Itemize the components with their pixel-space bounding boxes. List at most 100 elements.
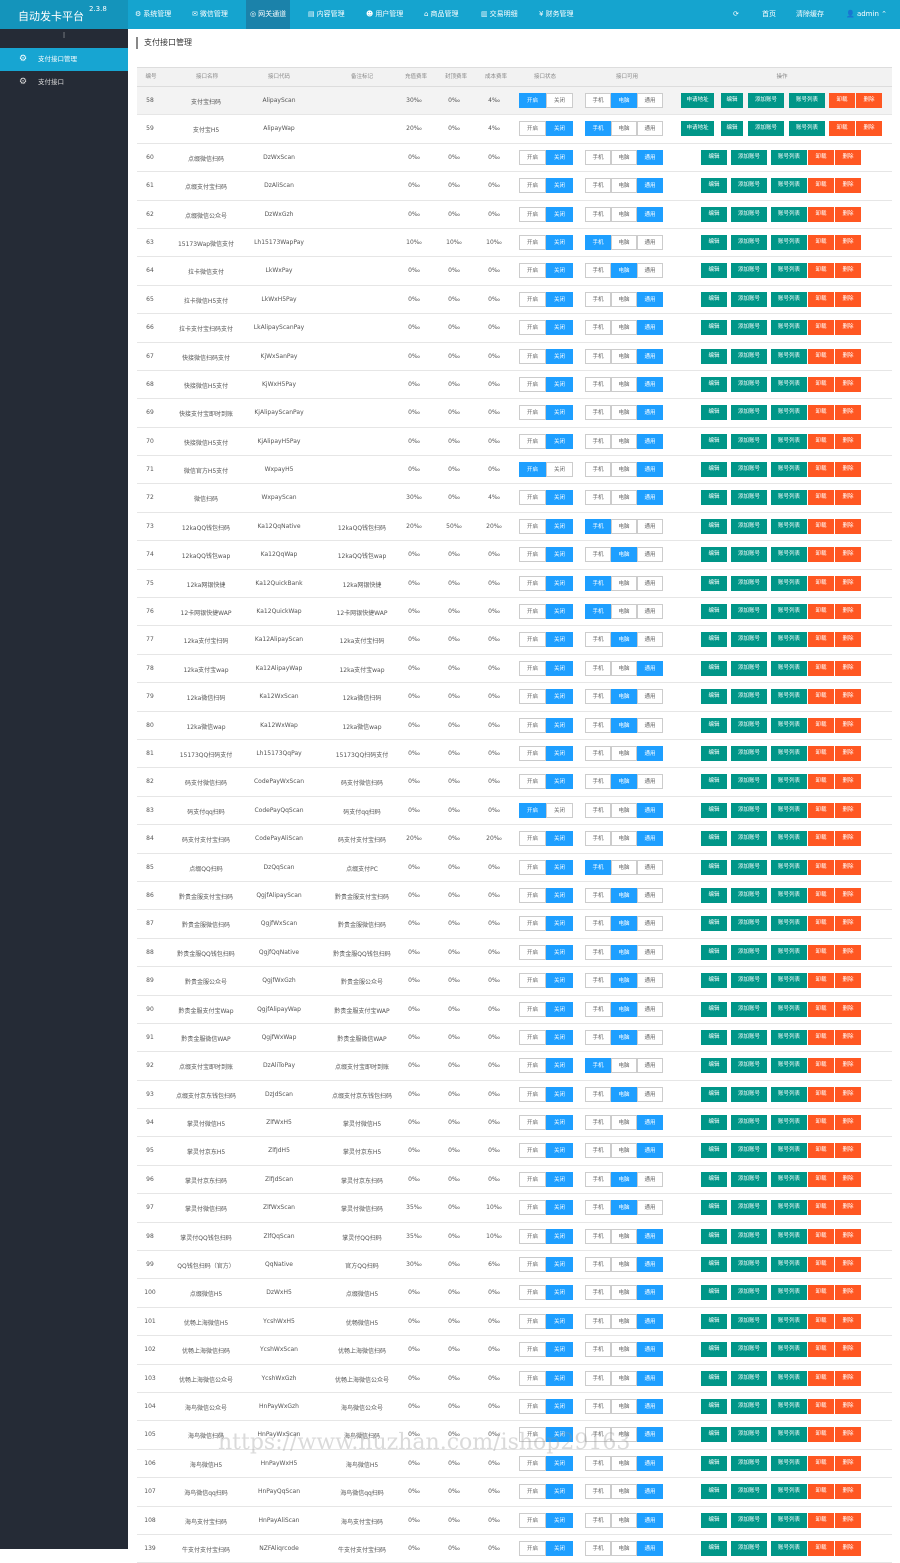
- status-on-button[interactable]: 开启: [519, 1484, 546, 1500]
- add-account-button[interactable]: 添加账号: [731, 263, 767, 279]
- status-off-button[interactable]: 关闭: [546, 93, 573, 108]
- unload-button[interactable]: 卸载: [808, 178, 834, 194]
- device-mobile-button[interactable]: 手机: [585, 1285, 611, 1301]
- account-list-button[interactable]: 账号列表: [771, 1115, 807, 1131]
- status-on-button[interactable]: 开启: [519, 1342, 546, 1358]
- device-all-button[interactable]: 通用: [637, 518, 663, 534]
- device-mobile-button[interactable]: 手机: [585, 178, 611, 194]
- status-off-button[interactable]: 关闭: [546, 1342, 573, 1358]
- status-off-button[interactable]: 关闭: [546, 405, 573, 421]
- delete-button[interactable]: 删除: [835, 887, 861, 903]
- account-list-button[interactable]: 账号列表: [771, 376, 807, 392]
- device-all-button[interactable]: 通用: [637, 291, 663, 307]
- device-mobile-button[interactable]: 手机: [585, 1342, 611, 1358]
- unload-button[interactable]: 卸载: [808, 1001, 834, 1017]
- add-account-button[interactable]: 添加账号: [731, 887, 767, 903]
- delete-button[interactable]: 删除: [835, 802, 861, 818]
- add-account-button[interactable]: 添加账号: [731, 1086, 767, 1102]
- unload-button[interactable]: 卸载: [808, 518, 834, 534]
- device-mobile-button[interactable]: 手机: [585, 490, 611, 506]
- device-pc-button[interactable]: 电脑: [611, 689, 637, 705]
- edit-button[interactable]: 编辑: [701, 1285, 727, 1301]
- edit-button[interactable]: 编辑: [701, 575, 727, 591]
- edit-button[interactable]: 编辑: [701, 831, 727, 847]
- unload-button[interactable]: 卸载: [808, 376, 834, 392]
- add-account-button[interactable]: 添加账号: [731, 178, 767, 194]
- edit-button[interactable]: 编辑: [701, 859, 727, 875]
- add-account-button[interactable]: 添加账号: [731, 916, 767, 932]
- device-all-button[interactable]: 通用: [637, 887, 663, 903]
- status-on-button[interactable]: 开启: [519, 944, 546, 960]
- status-off-button[interactable]: 关闭: [546, 1171, 573, 1187]
- unload-button[interactable]: 卸载: [808, 1228, 834, 1244]
- delete-button[interactable]: 删除: [835, 1370, 861, 1386]
- account-list-button[interactable]: 账号列表: [771, 660, 807, 676]
- device-pc-button[interactable]: 电脑: [611, 604, 637, 620]
- status-on-button[interactable]: 开启: [519, 376, 546, 392]
- edit-button[interactable]: 编辑: [701, 376, 727, 392]
- status-on-button[interactable]: 开启: [519, 206, 546, 222]
- device-all-button[interactable]: 通用: [637, 490, 663, 506]
- device-mobile-button[interactable]: 手机: [585, 376, 611, 392]
- device-mobile-button[interactable]: 手机: [585, 348, 611, 364]
- status-off-button[interactable]: 关闭: [546, 802, 573, 818]
- status-on-button[interactable]: 开启: [519, 1029, 546, 1045]
- delete-button[interactable]: 删除: [835, 575, 861, 591]
- add-account-button[interactable]: 添加账号: [731, 547, 767, 563]
- edit-button[interactable]: 编辑: [701, 1427, 727, 1443]
- edit-button[interactable]: 编辑: [701, 1058, 727, 1074]
- account-list-button[interactable]: 账号列表: [771, 717, 807, 733]
- unload-button[interactable]: 卸载: [808, 1257, 834, 1273]
- status-on-button[interactable]: 开启: [519, 973, 546, 989]
- unload-button[interactable]: 卸载: [808, 234, 834, 250]
- account-list-button[interactable]: 账号列表: [771, 1427, 807, 1443]
- account-list-button[interactable]: 账号列表: [771, 859, 807, 875]
- device-pc-button[interactable]: 电脑: [611, 632, 637, 648]
- add-account-button[interactable]: 添加账号: [731, 973, 767, 989]
- status-off-button[interactable]: 关闭: [546, 887, 573, 903]
- edit-button[interactable]: 编辑: [701, 490, 727, 506]
- add-account-button[interactable]: 添加账号: [731, 1171, 767, 1187]
- device-all-button[interactable]: 通用: [637, 831, 663, 847]
- status-on-button[interactable]: 开启: [519, 263, 546, 279]
- status-on-button[interactable]: 开启: [519, 178, 546, 194]
- device-pc-button[interactable]: 电脑: [611, 93, 637, 108]
- add-account-button[interactable]: 添加账号: [731, 1370, 767, 1386]
- edit-button[interactable]: 编辑: [701, 1455, 727, 1471]
- account-list-button[interactable]: 账号列表: [771, 1512, 807, 1528]
- unload-button[interactable]: 卸载: [808, 291, 834, 307]
- status-on-button[interactable]: 开启: [519, 887, 546, 903]
- account-list-button[interactable]: 账号列表: [771, 1228, 807, 1244]
- account-list-button[interactable]: 账号列表: [771, 149, 807, 165]
- status-on-button[interactable]: 开启: [519, 121, 546, 137]
- topnav-item-5[interactable]: ⌂ 商品管理: [420, 0, 462, 29]
- delete-button[interactable]: 删除: [835, 376, 861, 392]
- add-account-button[interactable]: 添加账号: [731, 1200, 767, 1216]
- device-all-button[interactable]: 通用: [637, 1370, 663, 1386]
- add-account-button[interactable]: 添加账号: [731, 1484, 767, 1500]
- unload-button[interactable]: 卸载: [808, 1398, 834, 1414]
- status-on-button[interactable]: 开启: [519, 1540, 546, 1556]
- status-off-button[interactable]: 关闭: [546, 1086, 573, 1102]
- apply-url-button[interactable]: 申请地址: [681, 93, 714, 108]
- edit-button[interactable]: 编辑: [701, 1370, 727, 1386]
- account-list-button[interactable]: 账号列表: [789, 93, 825, 108]
- delete-button[interactable]: 删除: [835, 518, 861, 534]
- status-on-button[interactable]: 开启: [519, 1313, 546, 1329]
- device-pc-button[interactable]: 电脑: [611, 1512, 637, 1528]
- status-off-button[interactable]: 关闭: [546, 774, 573, 790]
- device-all-button[interactable]: 通用: [637, 916, 663, 932]
- device-all-button[interactable]: 通用: [637, 149, 663, 165]
- account-list-button[interactable]: 账号列表: [771, 1398, 807, 1414]
- device-all-button[interactable]: 通用: [637, 405, 663, 421]
- status-off-button[interactable]: 关闭: [546, 1455, 573, 1471]
- device-mobile-button[interactable]: 手机: [585, 575, 611, 591]
- device-all-button[interactable]: 通用: [637, 1455, 663, 1471]
- device-all-button[interactable]: 通用: [637, 944, 663, 960]
- device-all-button[interactable]: 通用: [637, 1029, 663, 1045]
- edit-button[interactable]: 编辑: [701, 604, 727, 620]
- edit-button[interactable]: 编辑: [701, 632, 727, 648]
- edit-button[interactable]: 编辑: [721, 121, 743, 137]
- add-account-button[interactable]: 添加账号: [731, 206, 767, 222]
- status-off-button[interactable]: 关闭: [546, 859, 573, 875]
